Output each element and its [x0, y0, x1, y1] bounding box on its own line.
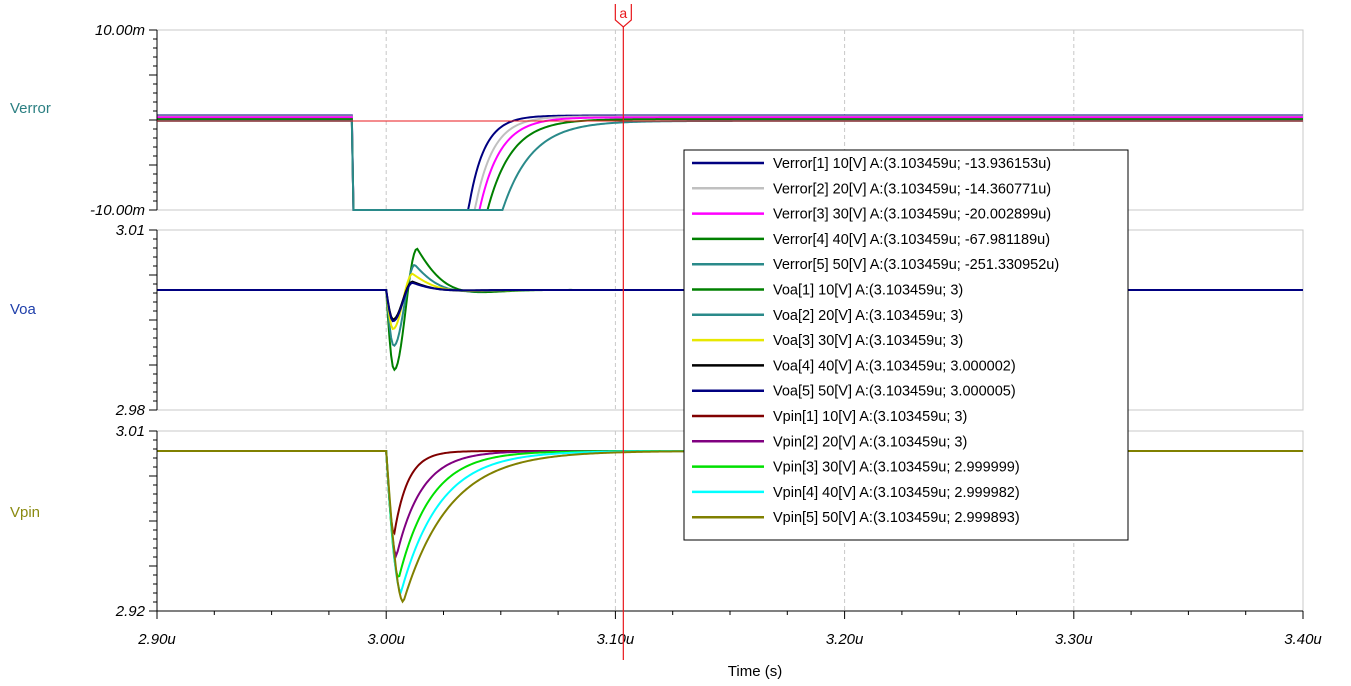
- panel-label-voa: Voa: [10, 301, 37, 318]
- legend[interactable]: Verror[1] 10[V] A:(3.103459u; -13.936153…: [683, 149, 1129, 541]
- y-tick-label-top: 3.01: [116, 423, 145, 440]
- legend-entry-text: Verror[2] 20[V] A:(3.103459u; -14.360771…: [773, 181, 1051, 197]
- panel-label-verror: Verror: [10, 100, 51, 117]
- legend-entry-text: Verror[1] 10[V] A:(3.103459u; -13.936153…: [773, 156, 1051, 172]
- x-tick-label: 3.00u: [367, 631, 405, 648]
- legend-entry-text: Voa[3] 30[V] A:(3.103459u; 3): [773, 333, 963, 349]
- panel-label-vpin: Vpin: [10, 504, 40, 521]
- y-tick-label-bottom: -10.00m: [90, 202, 145, 219]
- series-verror3: [157, 116, 1303, 211]
- x-tick-label: 2.90u: [137, 631, 176, 648]
- cursor-marker: [614, 4, 632, 28]
- legend-entry-text: Verror[5] 50[V] A:(3.103459u; -251.33095…: [773, 257, 1059, 273]
- x-tick-label: 3.10u: [597, 631, 635, 648]
- legend-entry-text: Voa[1] 10[V] A:(3.103459u; 3): [773, 283, 963, 299]
- legend-entry-text: Voa[5] 50[V] A:(3.103459u; 3.000005): [773, 384, 1016, 400]
- axes-layer: 10.00m -10.00m Verror 3.01 2.98 Voa 3.01 2.92 Vp…: [10, 22, 1322, 648]
- cursor-layer: a: [157, 4, 1303, 660]
- x-tick-label: 3.30u: [1055, 631, 1093, 648]
- x-tick-label: 3.20u: [826, 631, 864, 648]
- y-tick-label-bottom: 2.92: [115, 603, 146, 620]
- legend-entry-text: Vpin[5] 50[V] A:(3.103459u; 2.999893): [773, 510, 1020, 526]
- legend-entry-text: Vpin[4] 40[V] A:(3.103459u; 2.999982): [773, 485, 1020, 501]
- legend-entry-text: Vpin[3] 30[V] A:(3.103459u; 2.999999): [773, 460, 1020, 476]
- legend-entry-text: Verror[3] 30[V] A:(3.103459u; -20.002899…: [773, 207, 1051, 223]
- legend-entry-text: Verror[4] 40[V] A:(3.103459u; -67.981189…: [773, 232, 1050, 248]
- x-tick-label: 3.40u: [1284, 631, 1322, 648]
- legend-entry-text: Vpin[1] 10[V] A:(3.103459u; 3): [773, 409, 967, 425]
- y-tick-label-bottom: 2.98: [115, 402, 146, 419]
- y-tick-label-top: 3.01: [116, 222, 145, 239]
- legend-entry-text: Voa[4] 40[V] A:(3.103459u; 3.000002): [773, 358, 1016, 374]
- legend-box: [683, 149, 1129, 541]
- series-verror4: [157, 118, 1303, 211]
- legend-entry-text: Vpin[2] 20[V] A:(3.103459u; 3): [773, 434, 967, 450]
- cursor-label: a: [619, 5, 627, 21]
- legend-entry-text: Voa[2] 20[V] A:(3.103459u; 3): [773, 308, 963, 324]
- y-tick-label-top: 10.00m: [95, 22, 145, 39]
- x-axis-label: Time (s): [728, 663, 782, 680]
